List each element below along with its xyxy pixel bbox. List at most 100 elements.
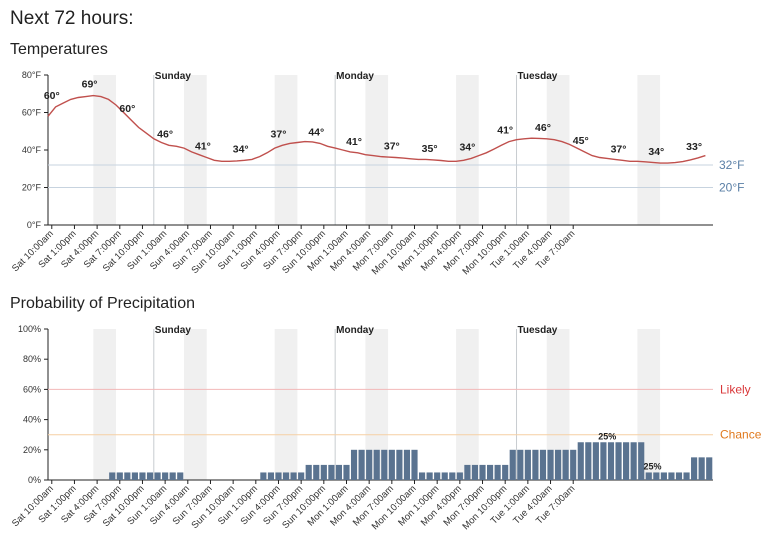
precip-bar xyxy=(305,464,312,480)
y-tick-label: 80% xyxy=(23,354,41,364)
precip-bar xyxy=(434,472,441,480)
y-tick-label: 80°F xyxy=(22,70,42,80)
precip-bar xyxy=(464,464,471,480)
temperature-label: 34° xyxy=(648,146,664,158)
shade-band xyxy=(93,329,117,480)
precip-bar xyxy=(660,472,667,480)
precip-bar xyxy=(396,449,403,480)
temperature-label: 35° xyxy=(422,143,438,155)
precip-bar xyxy=(403,449,411,480)
precip-bar xyxy=(486,464,494,480)
precip-bar xyxy=(509,449,516,480)
reference-label: 20°F xyxy=(719,181,744,195)
temperatures-title: Temperatures xyxy=(10,41,108,58)
y-tick-label: 100% xyxy=(18,324,41,334)
precip-bar xyxy=(675,472,683,480)
precip-bar xyxy=(547,449,554,480)
temperature-label: 37° xyxy=(384,141,400,153)
precip-bar xyxy=(615,442,622,480)
y-tick-label: 0°F xyxy=(27,220,42,230)
precip-bar xyxy=(109,472,116,480)
temperature-label: 34° xyxy=(459,141,475,153)
precip-bar xyxy=(411,449,418,480)
day-label: Tuesday xyxy=(518,71,558,82)
precip-bar xyxy=(381,449,388,480)
precip-bar xyxy=(577,442,584,480)
precip-bar xyxy=(562,449,569,480)
reference-label: 32°F xyxy=(719,158,744,172)
temperature-label: 45° xyxy=(573,135,589,147)
y-tick-label: 20% xyxy=(23,445,41,455)
precip-bar xyxy=(388,449,395,480)
precip-bar xyxy=(169,472,176,480)
temperature-label: 41° xyxy=(497,125,513,137)
y-tick-label: 20°F xyxy=(22,183,42,193)
day-label: Monday xyxy=(336,325,374,336)
precip-bar xyxy=(570,449,577,480)
precip-bar xyxy=(623,442,630,480)
y-tick-label: 60% xyxy=(23,384,41,394)
precip-bar xyxy=(418,472,426,480)
precip-bar xyxy=(502,464,509,480)
precip-bar xyxy=(290,472,297,480)
precip-bar xyxy=(555,449,562,480)
reference-label: Likely xyxy=(720,382,751,396)
precip-bar xyxy=(116,472,123,480)
y-tick-label: 60°F xyxy=(22,108,42,118)
page-title: Next 72 hours: xyxy=(10,8,134,29)
precip-bar xyxy=(638,442,645,480)
precip-bar xyxy=(177,472,184,480)
precip-bar xyxy=(320,464,327,480)
precip-bar xyxy=(449,472,456,480)
precip-bar xyxy=(343,464,350,480)
precip-bar xyxy=(426,472,433,480)
shade-band xyxy=(274,329,298,480)
precip-bar xyxy=(471,464,479,480)
temperature-label: 69° xyxy=(82,79,98,91)
precip-bar xyxy=(335,464,343,480)
y-tick-label: 40% xyxy=(23,415,41,425)
precip-bar xyxy=(479,464,486,480)
temperature-line xyxy=(47,94,706,164)
precipitation-title: Probability of Precipitation xyxy=(10,295,195,312)
day-label: Tuesday xyxy=(518,325,558,336)
precip-bar xyxy=(630,442,637,480)
precip-bar xyxy=(275,472,282,480)
day-label: Monday xyxy=(336,71,374,82)
y-tick-label: 40°F xyxy=(22,145,42,155)
temperature-label: 37° xyxy=(271,128,287,140)
precip-bar xyxy=(524,449,531,480)
reference-label: Chance xyxy=(720,428,762,442)
precip-bar xyxy=(645,472,652,480)
precip-bar xyxy=(494,464,501,480)
temperature-label: 37° xyxy=(611,143,627,155)
precip-bar xyxy=(350,449,358,480)
precip-bar xyxy=(282,472,290,480)
temperature-label: 44° xyxy=(308,126,324,138)
temperature-label: 41° xyxy=(346,136,362,148)
temperature-label: 34° xyxy=(233,143,249,155)
precip-bar xyxy=(328,464,335,480)
precip-bar xyxy=(358,449,365,480)
temperature-label: 46° xyxy=(535,122,551,134)
shade-band xyxy=(456,329,479,480)
day-label: Sunday xyxy=(155,71,192,82)
precip-bar xyxy=(532,449,539,480)
precip-bar xyxy=(698,457,705,480)
precip-bar xyxy=(653,472,660,480)
precip-bar xyxy=(260,472,267,480)
precip-bar xyxy=(517,449,524,480)
shade-band xyxy=(184,329,207,480)
precip-bar xyxy=(267,472,275,480)
precip-bar xyxy=(162,472,169,480)
precip-bar xyxy=(683,472,690,480)
precip-bar xyxy=(600,442,607,480)
precip-bar xyxy=(146,472,154,480)
precip-bar xyxy=(139,472,146,480)
temperature-label: 46° xyxy=(157,128,173,140)
precip-bar xyxy=(313,464,320,480)
precip-bar xyxy=(691,457,698,480)
temperature-label: 60° xyxy=(44,90,60,102)
day-label: Sunday xyxy=(155,325,192,336)
temperature-label: 33° xyxy=(686,141,702,153)
